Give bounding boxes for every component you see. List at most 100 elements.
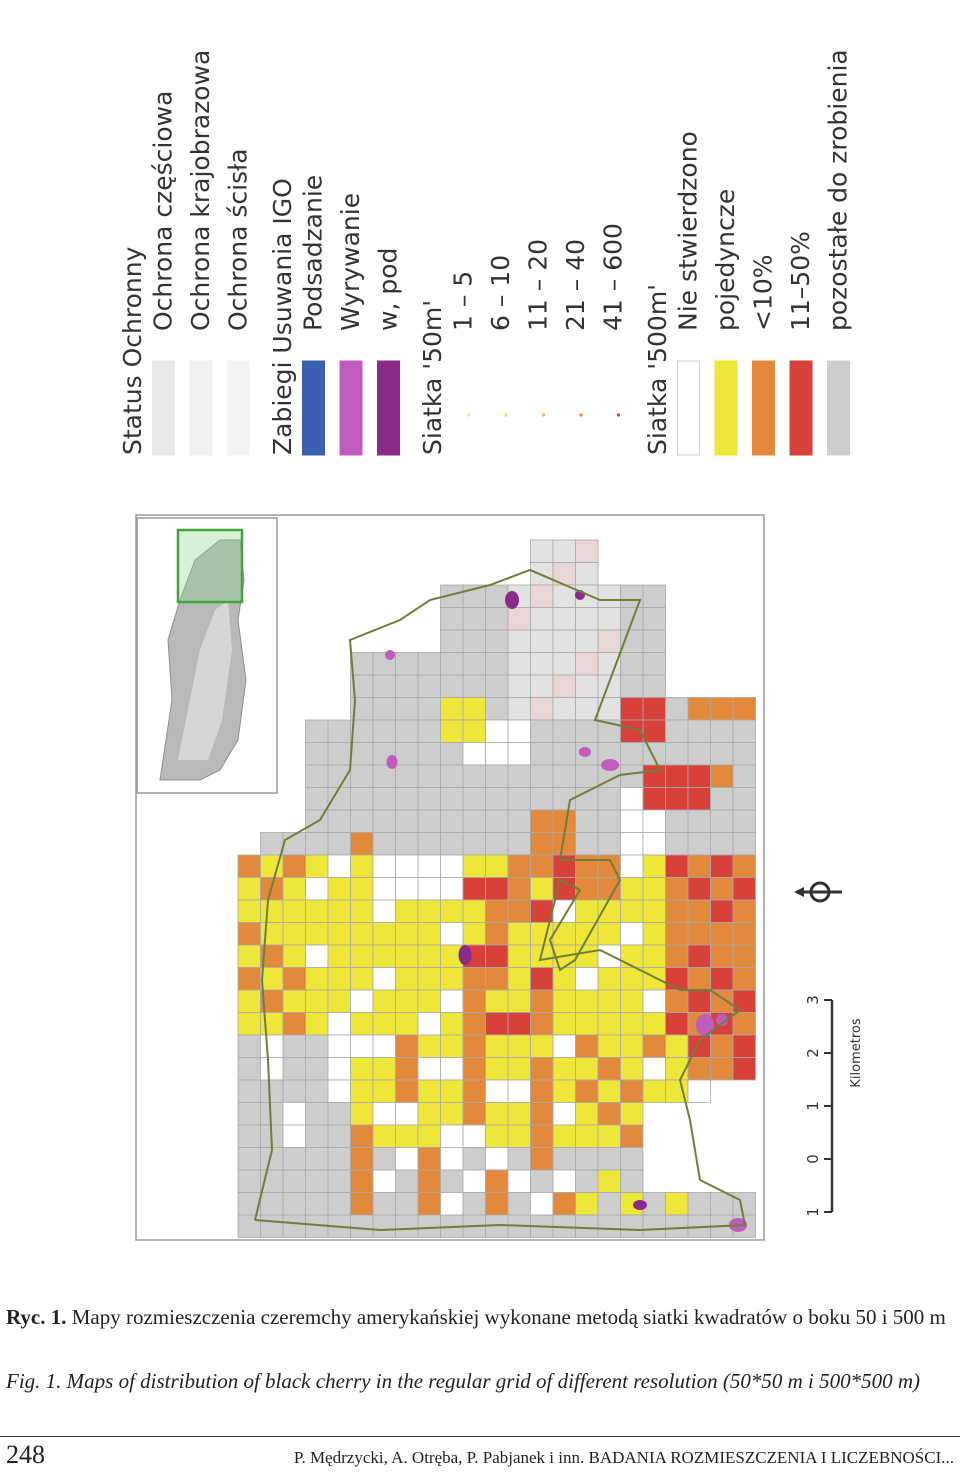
grid-cell: [260, 1192, 284, 1216]
legend-section-title: Siatka '50m': [418, 300, 447, 455]
grid-cell: [597, 1057, 621, 1081]
grid-cell: [530, 764, 554, 788]
grid-cell: [485, 989, 509, 1013]
grid-cell: [620, 877, 644, 901]
grid-cell: [462, 854, 486, 878]
grid-cell: [552, 764, 576, 788]
grid-cell: [417, 1147, 441, 1171]
grid-cell: [485, 1102, 509, 1126]
grid-cell: [597, 607, 621, 631]
grid-cell: [440, 787, 464, 811]
grid-cell: [350, 1169, 374, 1193]
grid-cell: [507, 742, 531, 766]
grid-cell: [305, 787, 329, 811]
grid-cell: [372, 877, 396, 901]
grid-cell: [642, 674, 666, 698]
grid-cell: [530, 629, 554, 653]
scale-tick-label: 3: [804, 995, 822, 1005]
grid-cell: [372, 832, 396, 856]
grid-cell: [732, 989, 756, 1013]
grid-cell: [462, 629, 486, 653]
grid-cell: [327, 1034, 351, 1058]
grid-cell: [282, 1192, 306, 1216]
legend-item-label: <10%: [749, 254, 778, 331]
grid-cell: [327, 1057, 351, 1081]
grid-cell: [620, 944, 644, 968]
treatment-patch: [505, 591, 519, 609]
grid-cell: [350, 832, 374, 856]
grid-cell: [440, 607, 464, 631]
grid-cell: [372, 944, 396, 968]
grid-cell: [462, 1124, 486, 1148]
grid-cell: [372, 719, 396, 743]
grid-cell: [552, 989, 576, 1013]
grid-cell: [485, 629, 509, 653]
grid-cell: [507, 1012, 531, 1036]
grid-cell: [327, 1124, 351, 1148]
grid-cell: [395, 1012, 419, 1036]
grid-cell: [642, 832, 666, 856]
grid-cell: [732, 832, 756, 856]
grid-cell: [575, 832, 599, 856]
grid-cell: [620, 674, 644, 698]
grid-cell: [665, 832, 689, 856]
grid-cell: [620, 1034, 644, 1058]
legend-swatch: [339, 360, 363, 456]
grid-cell: [350, 1214, 374, 1238]
grid-cell: [665, 809, 689, 833]
grid-cell: [485, 1057, 509, 1081]
grid-cell: [642, 989, 666, 1013]
legend-swatch: [504, 413, 508, 417]
grid-cell: [485, 877, 509, 901]
grid-cell: [530, 1192, 554, 1216]
grid-cell: [507, 967, 531, 991]
grid-cell: [665, 742, 689, 766]
grid-cell: [417, 1012, 441, 1036]
grid-cell: [507, 944, 531, 968]
grid-cell: [687, 809, 711, 833]
grid-cell: [350, 967, 374, 991]
grid-cell: [395, 1124, 419, 1148]
grid-cell: [507, 1147, 531, 1171]
grid-cell: [620, 854, 644, 878]
grid-cell: [507, 652, 531, 676]
grid-cell: [327, 1102, 351, 1126]
grid-cell: [552, 1012, 576, 1036]
grid-cell: [485, 809, 509, 833]
grid-cell: [530, 832, 554, 856]
grid-cell: [372, 1214, 396, 1238]
grid-cell: [372, 1169, 396, 1193]
grid-cell: [417, 719, 441, 743]
grid-cell: [687, 1192, 711, 1216]
grid-cell: [507, 629, 531, 653]
grid-cell: [327, 809, 351, 833]
grid-cell: [395, 899, 419, 923]
grid-cell: [507, 787, 531, 811]
grid-cell: [372, 697, 396, 721]
grid-cell: [530, 562, 554, 586]
grid-cell: [440, 1124, 464, 1148]
grid-cell: [282, 944, 306, 968]
grid-cell: [552, 1147, 576, 1171]
grid-cell: [417, 742, 441, 766]
grid-cell: [372, 787, 396, 811]
grid-cell: [350, 877, 374, 901]
grid-cell: [620, 1124, 644, 1148]
grid-cell: [462, 764, 486, 788]
grid-cell: [327, 989, 351, 1013]
grid-cell: [372, 1192, 396, 1216]
treatment-patch: [633, 1200, 647, 1210]
north-arrow-icon: [794, 881, 842, 903]
grid-cell: [552, 742, 576, 766]
legend-swatch: [152, 360, 175, 456]
grid-cell: [372, 899, 396, 923]
grid-cell: [350, 854, 374, 878]
grid-cell: [305, 944, 329, 968]
grid-cell: [485, 1012, 509, 1036]
grid-cell: [597, 674, 621, 698]
grid-cell: [575, 1124, 599, 1148]
grid-cell: [575, 1057, 599, 1081]
grid-cell: [687, 877, 711, 901]
page-number: 248: [6, 1440, 45, 1469]
